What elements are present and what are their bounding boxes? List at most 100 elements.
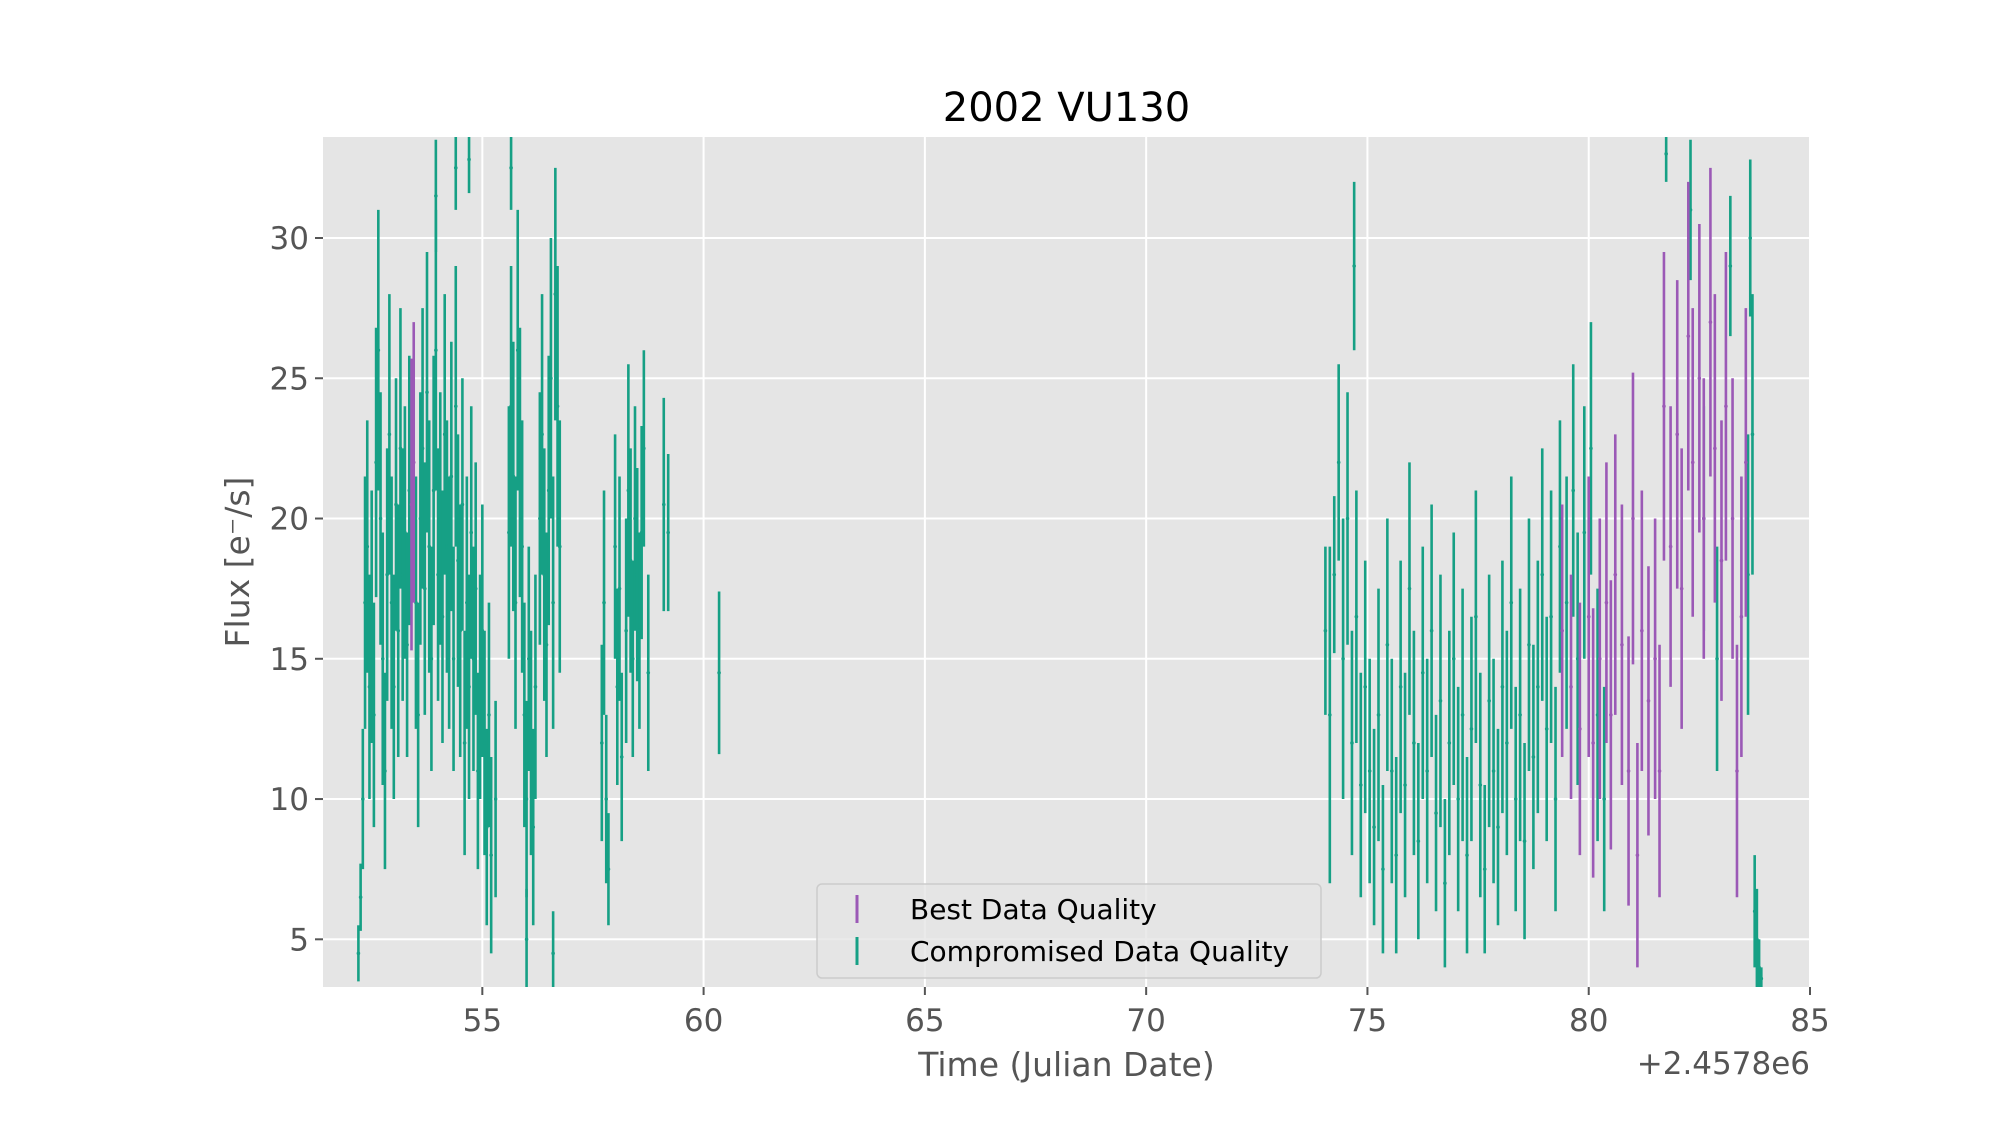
compromised-point <box>646 671 651 675</box>
x-axis-offset-label: +2.4578e6 <box>1637 1046 1810 1082</box>
compromised-point <box>542 572 547 577</box>
compromised-point <box>1456 797 1460 801</box>
compromised-point <box>1549 614 1553 619</box>
compromised-point <box>546 488 551 493</box>
y-tick-label: 10 <box>270 782 309 818</box>
x-axis-label: Time (Julian Date) <box>917 1045 1214 1084</box>
compromised-point <box>484 825 489 829</box>
compromised-point <box>1398 685 1403 689</box>
compromised-point <box>427 544 432 549</box>
data-points <box>356 137 1764 987</box>
best-point <box>1646 699 1651 703</box>
best-point <box>1597 656 1602 661</box>
compromised-point <box>1420 671 1425 675</box>
compromised-point <box>1544 727 1549 731</box>
compromised-point <box>544 642 549 647</box>
compromised-point <box>356 951 361 956</box>
compromised-point <box>1715 656 1719 661</box>
compromised-point <box>526 656 531 661</box>
best-point <box>409 502 414 507</box>
compromised-point <box>471 656 476 661</box>
compromised-point <box>1500 685 1505 689</box>
best-point <box>1697 376 1702 381</box>
compromised-point <box>1482 867 1487 871</box>
compromised-point <box>1341 656 1345 661</box>
compromised-point <box>405 642 409 647</box>
compromised-point <box>369 614 374 619</box>
compromised-point <box>615 685 620 689</box>
compromised-point <box>1575 656 1580 661</box>
compromised-point <box>507 530 511 535</box>
compromised-point <box>642 446 646 451</box>
compromised-point <box>600 741 604 745</box>
compromised-point <box>469 530 474 535</box>
compromised-point <box>476 769 480 773</box>
compromised-point <box>509 166 513 170</box>
compromised-point <box>389 600 394 605</box>
compromised-point <box>1602 797 1607 801</box>
compromised-point <box>522 713 527 717</box>
compromised-point <box>438 516 443 521</box>
compromised-point <box>487 713 491 717</box>
compromised-point <box>480 628 485 633</box>
y-tick-label: 30 <box>270 221 309 257</box>
compromised-point <box>1558 544 1562 549</box>
compromised-point <box>367 685 372 689</box>
compromised-point <box>1345 516 1350 521</box>
legend: Best Data Quality Compromised Data Qualit… <box>816 883 1322 979</box>
compromised-point <box>493 797 498 801</box>
compromised-point <box>473 586 478 591</box>
compromised-point <box>1328 713 1332 717</box>
x-tick-label: 75 <box>1348 1003 1387 1039</box>
compromised-point <box>1491 769 1496 773</box>
compromised-point <box>460 502 465 507</box>
compromised-point <box>1434 811 1438 815</box>
compromised-point <box>1688 208 1693 212</box>
compromised-point <box>613 544 617 549</box>
compromised-point <box>1582 530 1587 535</box>
compromised-point <box>1746 572 1750 577</box>
compromised-point <box>431 488 436 493</box>
compromised-point <box>511 474 516 479</box>
compromised-point <box>602 600 606 605</box>
compromised-point <box>378 516 383 521</box>
best-point <box>1690 460 1695 465</box>
compromised-point <box>524 937 529 942</box>
compromised-point <box>1540 572 1545 577</box>
compromised-point <box>1447 741 1452 745</box>
best-point <box>1620 642 1624 647</box>
compromised-point <box>358 895 363 900</box>
compromised-point <box>1757 965 1761 970</box>
y-axis-label: Flux [e⁻/s] <box>218 477 257 648</box>
compromised-point <box>639 530 644 535</box>
best-point <box>411 460 416 465</box>
compromised-point <box>630 656 635 661</box>
compromised-point <box>414 600 418 605</box>
best-point <box>1635 853 1640 857</box>
best-point <box>1613 572 1618 577</box>
compromised-point <box>624 628 628 633</box>
compromised-point <box>1531 755 1536 759</box>
compromised-point <box>1536 685 1540 689</box>
compromised-point <box>1509 600 1514 605</box>
compromised-point <box>392 685 396 689</box>
compromised-point <box>635 572 640 577</box>
compromised-point <box>619 755 624 759</box>
best-point <box>1739 614 1744 619</box>
compromised-point <box>1443 881 1447 886</box>
compromised-point <box>418 516 423 521</box>
compromised-point <box>436 572 440 577</box>
best-point <box>1686 334 1691 338</box>
compromised-point <box>551 951 555 956</box>
compromised-point <box>1752 909 1757 914</box>
compromised-point <box>1332 572 1337 577</box>
compromised-point <box>445 544 449 549</box>
y-tick-label: 20 <box>270 502 309 538</box>
compromised-point <box>513 600 518 605</box>
compromised-point <box>633 516 637 521</box>
compromised-point <box>1522 839 1527 843</box>
compromised-point <box>1376 713 1381 717</box>
compromised-point <box>387 432 392 437</box>
compromised-point <box>1367 769 1372 773</box>
